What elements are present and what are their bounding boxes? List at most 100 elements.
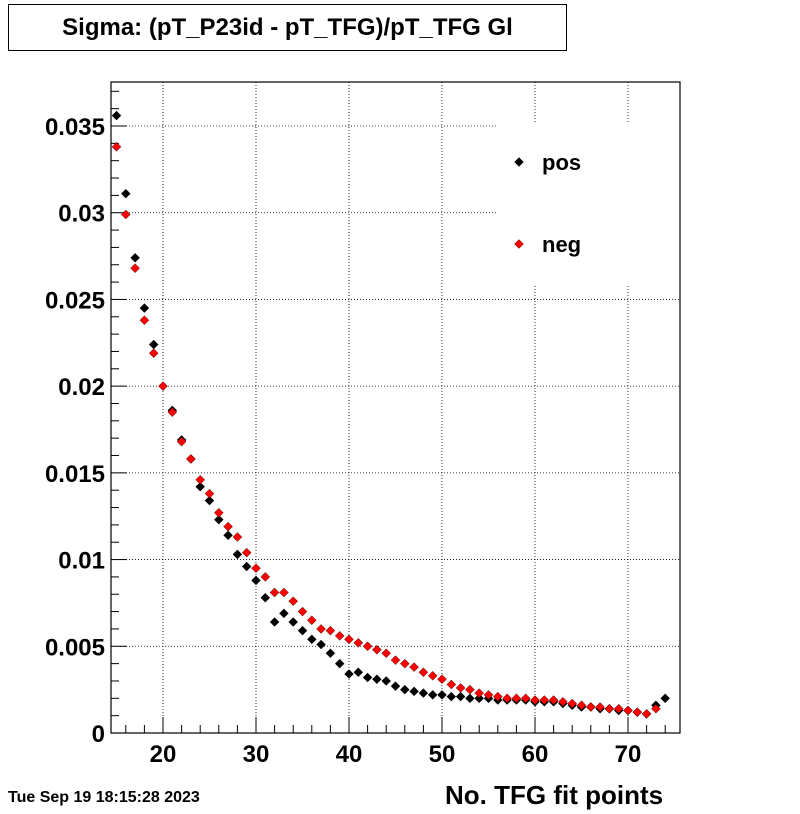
neg-point: [446, 679, 457, 690]
x-tick-label: 30: [243, 741, 270, 768]
axis-ticks: [111, 90, 666, 734]
x-tick-label: 70: [615, 741, 642, 768]
pos-point: [139, 303, 150, 313]
neg-point: [167, 407, 178, 417]
x-axis-label: No. TFG fit points: [445, 780, 664, 810]
chart-title: Sigma: (pT_P23id - pT_TFG)/pT_TFG Gl: [8, 4, 567, 51]
pos-point: [474, 693, 484, 704]
neg-point: [362, 641, 373, 652]
pos-point: [660, 693, 670, 704]
x-tick-label: 20: [150, 741, 177, 768]
neg-point: [121, 209, 131, 220]
neg-point: [455, 683, 466, 693]
pos-point: [455, 691, 466, 702]
legend-box: [497, 122, 679, 284]
neg-point: [613, 703, 624, 714]
neg-point: [307, 615, 317, 626]
neg-point: [381, 648, 391, 659]
neg-point: [269, 587, 280, 598]
neg-point: [427, 670, 438, 681]
pos-point: [288, 617, 298, 627]
neg-point: [604, 703, 615, 714]
pos-point: [409, 686, 419, 697]
neg-point: [520, 693, 531, 704]
pos-point: [232, 549, 243, 560]
neg-point: [502, 693, 512, 704]
pos-point: [344, 669, 354, 679]
neg-point: [558, 697, 568, 707]
neg-point: [288, 596, 298, 606]
neg-point: [158, 381, 168, 391]
x-tick-label: 40: [336, 741, 363, 768]
neg-point: [186, 454, 196, 464]
y-tick-label: 0.005: [45, 634, 105, 661]
y-tick-label: 0.02: [58, 374, 105, 401]
y-tick-label: 0: [92, 721, 105, 748]
neg-point: [493, 691, 503, 702]
neg-point: [409, 662, 419, 672]
neg-point: [325, 625, 336, 636]
pos-point: [223, 530, 233, 541]
pos-point: [260, 592, 271, 603]
neg-point: [418, 667, 429, 678]
pos-point: [418, 688, 429, 698]
neg-point: [232, 532, 243, 542]
pos-point: [130, 253, 140, 263]
legend: pos neg: [497, 122, 679, 284]
pos-point: [446, 691, 457, 702]
pos-point: [195, 481, 205, 492]
neg-point: [465, 684, 475, 695]
neg-point: [176, 436, 187, 447]
timestamp: Tue Sep 19 18:15:28 2023: [8, 789, 200, 806]
legend-marker-pos: [514, 157, 524, 167]
pos-point: [427, 690, 438, 700]
pos-point: [316, 639, 326, 650]
neg-point: [623, 705, 633, 716]
pos-point: [465, 693, 475, 704]
neg-point: [530, 695, 540, 705]
neg-point: [641, 709, 652, 719]
neg-point: [539, 695, 550, 705]
neg-point: [111, 142, 122, 152]
pos-point: [279, 608, 289, 619]
pos-point: [353, 667, 364, 678]
tick-labels: 20 30 40 50 60 70 0 0.005 0.01 0.015 0.02 0.025 0.03…: [45, 114, 641, 768]
neg-point: [586, 702, 596, 712]
neg-point: [223, 521, 233, 532]
plot-frame: [110, 81, 681, 734]
neg-point: [334, 631, 345, 641]
pos-point: [269, 617, 280, 627]
y-tick-label: 0.015: [45, 461, 105, 488]
neg-point: [130, 263, 140, 273]
pos-point: [121, 188, 131, 199]
neg-point: [353, 638, 364, 648]
pos-point: [307, 634, 317, 645]
neg-point: [148, 348, 159, 358]
y-tick-label: 0.01: [58, 548, 105, 575]
y-tick-label: 0.025: [45, 287, 105, 314]
x-tick-label: 60: [522, 741, 549, 768]
neg-point: [241, 547, 252, 558]
neg-point: [279, 587, 289, 598]
pos-point: [204, 495, 215, 506]
x-tick-label: 50: [429, 741, 456, 768]
legend-marker-neg: [514, 239, 524, 249]
pos-point: [334, 658, 345, 669]
pos-point: [381, 676, 391, 686]
pos-point: [214, 514, 224, 525]
neg-point: [437, 674, 447, 685]
neg-point: [548, 695, 559, 705]
neg-point: [251, 563, 261, 574]
neg-point: [632, 707, 643, 717]
neg-point: [567, 698, 577, 709]
pos-point: [437, 690, 447, 700]
pos-point: [111, 110, 122, 121]
y-tick-label: 0.035: [45, 114, 105, 141]
neg-point: [195, 475, 205, 485]
neg-point: [474, 688, 484, 698]
neg-point: [511, 693, 522, 704]
pos-point: [372, 674, 382, 685]
neg-point: [400, 658, 410, 669]
y-tick-label: 0.03: [58, 201, 105, 228]
